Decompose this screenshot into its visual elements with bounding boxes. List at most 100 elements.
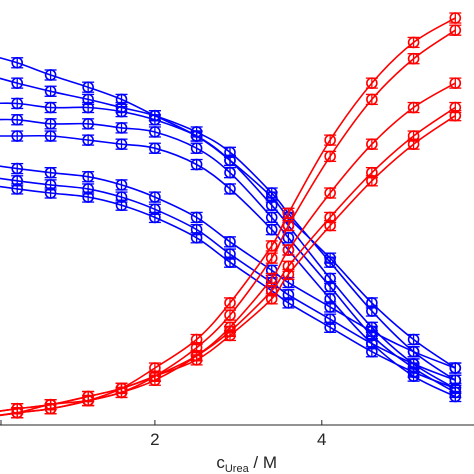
data-point (148, 113, 161, 126)
series-layer (0, 12, 462, 419)
marker-circle (82, 101, 94, 114)
marker-circle (190, 130, 203, 142)
marker-circle (282, 219, 295, 232)
marker-circle (366, 93, 378, 106)
marker-circle (224, 183, 236, 195)
marker-circle (282, 207, 295, 220)
axes-layer: 246 (0, 420, 474, 449)
marker-circle (324, 150, 336, 163)
marker-circle (282, 297, 295, 309)
data-point (115, 122, 128, 134)
marker-circle (224, 166, 236, 179)
data-point (115, 179, 128, 191)
data-point (82, 170, 95, 183)
marker-circle (324, 219, 336, 232)
data-point (282, 219, 295, 232)
data-point (224, 183, 236, 195)
data-point (449, 77, 462, 89)
marker-circle (324, 134, 336, 146)
marker-circle (82, 390, 94, 403)
marker-circle (324, 321, 336, 334)
marker-circle (366, 175, 378, 187)
data-point (44, 85, 57, 98)
marker-circle (224, 297, 236, 309)
data-point (148, 126, 161, 138)
marker-circle (11, 77, 24, 89)
data-point (282, 244, 295, 256)
marker-circle (44, 69, 57, 81)
marker-circle (190, 158, 203, 171)
marker-circle (149, 126, 161, 138)
marker-circle (265, 293, 278, 305)
marker-circle (11, 56, 24, 69)
data-point (449, 12, 462, 24)
marker-circle (366, 325, 378, 338)
marker-circle (44, 398, 57, 411)
data-point (82, 191, 95, 203)
marker-circle (324, 187, 336, 199)
series-5-fit-line (0, 134, 456, 398)
marker-circle (44, 118, 57, 130)
series-5 (0, 130, 462, 403)
data-point (224, 297, 236, 309)
series-1-fit-line (0, 56, 456, 369)
marker-circle (115, 199, 128, 212)
data-point (407, 101, 420, 114)
data-point (44, 69, 57, 81)
marker-circle (44, 187, 57, 199)
data-point (265, 272, 278, 285)
data-point (115, 138, 128, 150)
data-point (44, 130, 57, 142)
series-6-fit-line (0, 165, 456, 369)
data-point (224, 154, 236, 167)
data-point (265, 199, 278, 212)
data-point (82, 81, 95, 93)
data-point (324, 301, 337, 313)
data-point (324, 187, 337, 199)
marker-circle (224, 256, 236, 269)
data-point (365, 305, 378, 317)
marker-circle (11, 162, 24, 175)
marker-circle (44, 166, 57, 179)
data-point (265, 252, 278, 264)
data-point (190, 158, 203, 171)
series-12 (0, 101, 462, 415)
marker-circle (407, 333, 420, 346)
marker-circle (82, 118, 94, 130)
marker-circle (324, 256, 336, 269)
data-point (11, 77, 24, 89)
series-13-fit-line (0, 115, 456, 412)
marker-circle (82, 191, 94, 203)
data-point (148, 370, 161, 382)
marker-circle (449, 77, 462, 89)
data-point (148, 142, 161, 155)
x-tick-label: 2 (150, 430, 159, 449)
marker-circle (407, 345, 420, 358)
marker-circle (265, 272, 278, 285)
data-point (265, 187, 278, 199)
data-point (324, 134, 337, 146)
marker-circle (82, 170, 94, 183)
data-point (265, 293, 278, 305)
marker-circle (224, 154, 236, 167)
marker-circle (44, 130, 57, 142)
marker-circle (115, 179, 128, 191)
data-point (115, 105, 128, 118)
data-point (365, 325, 378, 338)
marker-circle (324, 280, 336, 293)
series-6 (0, 162, 462, 374)
x-ticks: 246 (0, 420, 327, 449)
series-13 (0, 109, 462, 415)
marker-circle (11, 113, 24, 126)
data-point (11, 97, 24, 110)
series-7-fit-line (0, 177, 456, 381)
data-point (44, 398, 57, 411)
marker-circle (449, 24, 462, 37)
marker-circle (282, 231, 295, 244)
marker-circle (407, 366, 420, 378)
data-point (365, 77, 378, 89)
marker-circle (265, 223, 278, 236)
marker-circle (324, 301, 336, 313)
data-point (224, 166, 236, 179)
marker-circle (149, 113, 161, 126)
